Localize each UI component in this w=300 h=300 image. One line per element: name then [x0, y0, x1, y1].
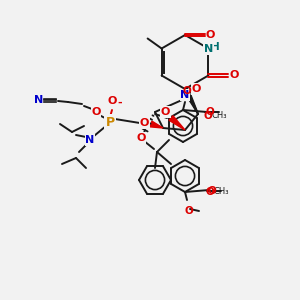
Text: O: O: [91, 107, 101, 117]
Text: CH₃: CH₃: [213, 188, 229, 196]
Text: O: O: [140, 118, 149, 128]
Text: N: N: [204, 44, 213, 53]
Polygon shape: [169, 116, 185, 130]
Text: CH₃: CH₃: [211, 112, 226, 121]
Text: N: N: [180, 90, 190, 100]
Text: O: O: [206, 30, 215, 40]
Text: O: O: [136, 133, 146, 143]
Text: O: O: [107, 96, 117, 106]
Polygon shape: [150, 121, 163, 128]
Text: O: O: [184, 206, 194, 216]
Text: O: O: [183, 86, 191, 96]
Text: P: P: [105, 116, 115, 128]
Text: O: O: [230, 70, 239, 80]
Text: -: -: [117, 98, 122, 108]
Text: O: O: [203, 111, 212, 121]
Text: H: H: [212, 43, 220, 52]
Text: N: N: [85, 135, 94, 145]
Text: O: O: [192, 84, 201, 94]
Text: O: O: [207, 186, 216, 196]
Text: O: O: [160, 107, 170, 117]
Text: N: N: [204, 44, 213, 53]
Text: O: O: [205, 187, 214, 197]
Text: N: N: [34, 95, 43, 105]
Text: O: O: [205, 107, 214, 117]
Polygon shape: [183, 88, 198, 114]
